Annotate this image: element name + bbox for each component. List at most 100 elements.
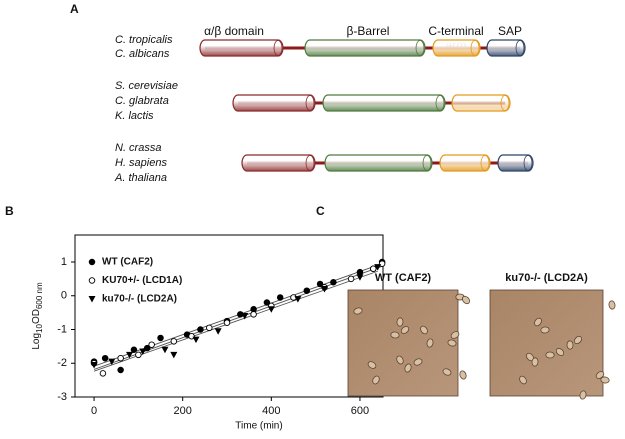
point [223,319,231,327]
panel-label: C [316,204,325,218]
y-label-part: Log [31,333,42,350]
yeast-cell [420,325,428,335]
point [294,296,302,303]
yeast-cell [404,363,412,373]
point [170,338,178,345]
y-label-part: OD [31,309,42,324]
point [117,366,124,374]
point [356,268,364,276]
domain-cylinder [439,154,491,172]
yeast-cell [450,331,460,339]
image-title: ku70-/- (LCD2A) [505,272,588,284]
yeast-cell [600,376,610,384]
point [192,336,200,344]
yeast-cell [461,295,471,305]
point [241,313,249,320]
domain-cylinder [324,154,433,172]
yeast-cell [353,307,363,315]
legend-marker [88,296,96,303]
point [170,351,178,359]
point [148,341,155,348]
point [206,324,213,332]
yeast-cell [573,335,583,345]
panel-label: B [5,204,14,218]
yeast-cell [367,361,377,369]
point [347,275,355,283]
yeast-cell [545,351,555,359]
yeast-cell [540,326,550,334]
cylinder-end [415,40,425,56]
legend-label: ku70-/- (LCD2A) [102,294,177,305]
yeast-cell [396,355,404,365]
point [126,351,134,359]
micrograph [489,289,604,397]
domain-label: C-terminal [428,24,483,38]
point [250,311,257,318]
panel-label: A [70,2,79,16]
y-label-part: 600 nm [35,282,44,309]
species-name: C. tropicalis [115,34,173,46]
domain-cylinder [241,154,316,172]
y-tick-label: 0 [61,290,67,302]
y-tick-label: -1 [57,323,67,335]
micrographs: WT (CAF2) ku70-/- (LCD2A) [347,272,616,400]
y-tick-label: 1 [61,256,67,268]
point [330,279,337,286]
point [316,280,324,288]
cylinder-end [305,95,315,111]
domain-cylinder [322,94,446,112]
cylinder-end [515,40,525,56]
domain-diagram: C. tropicalis C. albicans S. cerevisiae C. … [114,24,534,184]
point [303,287,311,294]
point [370,265,377,273]
species-name: A. thaliana [114,172,167,184]
point [188,333,195,340]
cylinder-end [273,40,283,56]
cylinder-end [470,40,480,56]
point [139,348,147,355]
image-title: WT (CAF2) [375,272,432,284]
yeast-cell [390,331,400,339]
legend-label: KU70+/- (LCD1A) [102,275,182,286]
point [101,354,109,362]
y-axis-label: Log10OD600 nm [31,282,44,350]
domain-cylinder [451,94,511,112]
cylinder-end [523,155,533,171]
x-axis-label: Time (min) [235,421,282,432]
point [135,351,142,359]
point [263,299,271,306]
point [161,346,169,354]
domain-cylinder [199,39,284,57]
yeast-cell [426,338,434,348]
y-tick-label: -2 [57,357,67,369]
cylinder-end [435,95,445,111]
legend-label: WT (CAF2) [102,257,153,268]
species-name: C. albicans [115,48,170,60]
species-name: C. glabrata [115,95,169,107]
yeast-cell [579,390,587,400]
yeast-cell [566,340,574,350]
point [267,306,275,313]
legend-marker [88,277,96,284]
point [321,286,329,293]
domain-cylinder [232,94,316,112]
species-name: N. crassa [115,142,161,154]
domain-cylinder [432,39,481,57]
species-name: S. cerevisiae [115,80,178,92]
y-label-part: 10 [35,324,44,333]
yeast-cell [400,326,410,334]
yeast-cell [534,317,542,327]
point [90,361,98,369]
cylinder-end [422,155,432,171]
domain-cylinder [486,39,526,57]
micrograph [347,289,459,397]
legend-marker [88,258,96,266]
yeast-cell [442,368,452,376]
point [157,334,164,342]
species-name: K. lactis [115,110,154,122]
domain-label: β-Barrel [347,24,390,38]
point [197,326,204,333]
cylinder-end [305,155,315,171]
yeast-cell [459,370,467,380]
